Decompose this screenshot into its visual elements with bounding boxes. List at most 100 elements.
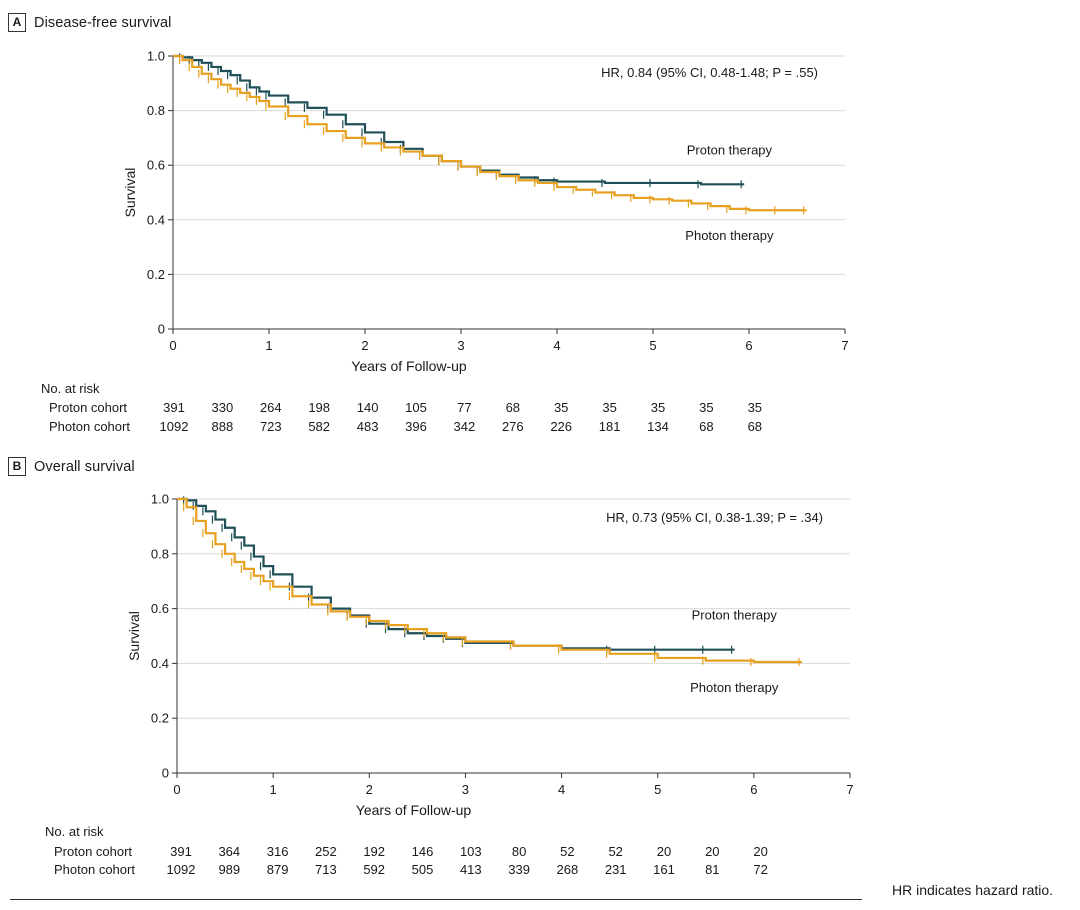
- risk-cell: 396: [405, 419, 427, 434]
- x-tick-label: 4: [553, 338, 560, 353]
- risk-row-label: Photon cohort: [49, 419, 130, 434]
- y-tick-label: 1.0: [147, 49, 165, 64]
- series-line-photon: [173, 54, 807, 212]
- risk-cell: 505: [411, 862, 434, 877]
- y-tick-label: 0.4: [147, 212, 165, 227]
- risk-table-heading: No. at risk: [41, 381, 100, 396]
- risk-row-label: Proton cohort: [49, 400, 128, 415]
- risk-cell: 52: [608, 844, 623, 859]
- risk-cell: 888: [211, 419, 234, 434]
- x-tick-label: 6: [745, 338, 752, 353]
- x-tick-label: 6: [750, 782, 757, 797]
- x-tick-label: 3: [462, 782, 469, 797]
- risk-table-heading: No. at risk: [45, 824, 104, 839]
- y-axis-label: Survival: [122, 168, 138, 218]
- risk-cell: 339: [508, 862, 530, 877]
- risk-cell: 391: [163, 400, 185, 415]
- risk-cell: 35: [699, 400, 714, 415]
- series-label-proton: Proton therapy: [692, 608, 778, 623]
- panel-a: A Disease-free survival 0 0.2 0.4 0.6 0.8 1.0…: [0, 0, 1080, 440]
- risk-cell: 134: [647, 419, 669, 434]
- x-tick-label: 0: [173, 782, 180, 797]
- risk-cell: 72: [753, 862, 768, 877]
- series-label-photon: Photon therapy: [690, 680, 779, 695]
- x-tick-label: 2: [366, 782, 373, 797]
- risk-cell: 264: [259, 400, 282, 415]
- series-line-photon: [177, 497, 802, 664]
- panel-b-letter: B: [8, 457, 26, 476]
- y-tick-label: 0: [158, 322, 165, 337]
- risk-cell: 20: [753, 844, 768, 859]
- y-tick-label: 0.2: [147, 267, 165, 282]
- panel-a-letter: A: [8, 13, 26, 32]
- risk-cell: 35: [553, 400, 569, 415]
- risk-row-label: Proton cohort: [54, 844, 133, 859]
- series-line-proton: [177, 497, 735, 651]
- risk-cell: 592: [363, 862, 386, 877]
- risk-cell: 35: [602, 400, 617, 415]
- series-line-proton: [173, 54, 745, 186]
- panel-a-chart: 0 0.2 0.4 0.6 0.8 1.0 0 1 2 3 4 5 6 7 Years of Follow-…: [122, 49, 849, 375]
- risk-cell: 192: [363, 844, 386, 859]
- risk-cell: 268: [556, 862, 579, 877]
- risk-cell: 35: [650, 400, 666, 415]
- risk-cell: 68: [505, 400, 521, 415]
- hr-annotation: HR, 0.73 (95% CI, 0.38-1.39; P = .34): [606, 510, 823, 525]
- risk-cell: 198: [308, 400, 331, 415]
- series-label-photon: Photon therapy: [685, 228, 774, 243]
- risk-cell: 146: [411, 844, 434, 859]
- risk-cell: 20: [656, 844, 672, 859]
- x-axis-label: Years of Follow-up: [351, 358, 467, 374]
- risk-cell: 161: [653, 862, 675, 877]
- risk-cell: 316: [266, 844, 289, 859]
- risk-row-label: Photon cohort: [54, 862, 135, 877]
- risk-cell: 181: [598, 419, 621, 434]
- risk-cell: 582: [308, 419, 331, 434]
- x-tick-label: 2: [361, 338, 368, 353]
- x-tick-label: 1: [265, 338, 272, 353]
- x-tick-label: 1: [270, 782, 277, 797]
- risk-cell: 20: [705, 844, 720, 859]
- risk-cell: 52: [560, 844, 575, 859]
- risk-cell: 81: [705, 862, 720, 877]
- risk-cell: 68: [699, 419, 714, 434]
- risk-cell: 713: [315, 862, 337, 877]
- panel-a-title: Disease-free survival: [34, 14, 172, 31]
- risk-cell: 103: [459, 844, 482, 859]
- panel-b-header: B Overall survival: [8, 457, 135, 476]
- x-tick-label: 5: [649, 338, 656, 353]
- risk-cell: 77: [457, 400, 472, 415]
- risk-cell: 276: [501, 419, 524, 434]
- y-tick-label: 0.2: [151, 711, 169, 726]
- x-tick-label: 3: [457, 338, 464, 353]
- x-tick-label: 4: [558, 782, 565, 797]
- y-tick-label: 0.6: [151, 601, 169, 616]
- footer-rule: [10, 899, 862, 900]
- x-tick-label: 5: [654, 782, 661, 797]
- x-tick-label: 7: [846, 782, 853, 797]
- risk-cell: 35: [747, 400, 763, 415]
- risk-cell: 364: [218, 844, 241, 859]
- risk-cell: 483: [356, 419, 379, 434]
- series-label-proton: Proton therapy: [687, 142, 773, 157]
- risk-cell: 391: [170, 844, 192, 859]
- y-tick-label: 1.0: [151, 492, 169, 507]
- panel-b-title: Overall survival: [34, 458, 135, 475]
- risk-cell: 231: [604, 862, 627, 877]
- risk-cell: 1092: [159, 419, 189, 434]
- risk-cell: 879: [266, 862, 289, 877]
- y-tick-label: 0: [162, 766, 169, 781]
- risk-cell: 226: [550, 419, 573, 434]
- x-tick-label: 7: [841, 338, 848, 353]
- y-tick-label: 0.6: [147, 158, 165, 173]
- y-tick-label: 0.4: [151, 656, 169, 671]
- risk-cell: 989: [218, 862, 241, 877]
- panel-a-header: A Disease-free survival: [8, 13, 171, 32]
- y-axis-label: Survival: [126, 611, 142, 661]
- risk-cell: 80: [511, 844, 527, 859]
- risk-cell: 105: [405, 400, 427, 415]
- risk-cell: 330: [211, 400, 234, 415]
- risk-cell: 1092: [166, 862, 196, 877]
- risk-cell: 723: [259, 419, 282, 434]
